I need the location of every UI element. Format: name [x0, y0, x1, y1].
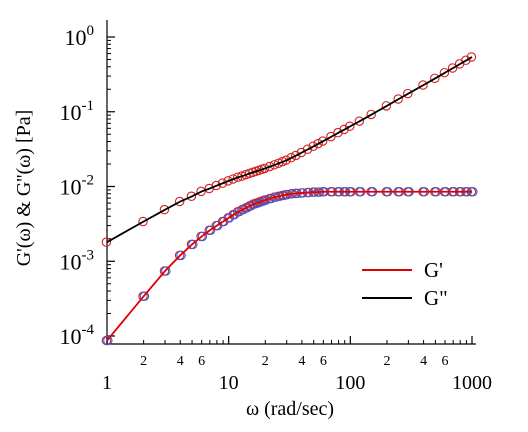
data-point: [418, 80, 428, 90]
data-point: [259, 163, 270, 174]
data-point: [339, 124, 349, 135]
legend-label-g-prime: G': [424, 258, 443, 282]
data-point: [205, 225, 216, 235]
x-minor-tick-label: 2: [383, 354, 390, 369]
y-major-tick-label: 10-1: [60, 98, 95, 125]
x-minor-tick-label: 4: [420, 354, 427, 369]
x-minor-tick-label: 4: [177, 354, 184, 369]
data-point: [228, 174, 238, 184]
data-point: [393, 94, 403, 104]
data-point: [159, 204, 170, 215]
legend: G' G": [362, 258, 448, 310]
data-point: [430, 73, 440, 84]
data-point: [302, 144, 313, 155]
y-major-tick-label: 10-3: [60, 247, 95, 274]
series-markers: [101, 187, 478, 346]
data-point: [344, 121, 355, 131]
series-line: [106, 190, 472, 342]
data-point: [174, 196, 185, 207]
x-major-tick-label: 10: [219, 372, 239, 394]
x-minor-tick-label: 6: [198, 354, 205, 369]
data-point: [439, 67, 450, 78]
series-layer: [101, 52, 478, 346]
x-minor-tick-label: 2: [140, 354, 147, 369]
x-major-tick-label: 1: [102, 372, 112, 394]
data-point: [281, 155, 291, 165]
legend-label-g-double-prime: G": [424, 286, 448, 310]
data-point: [161, 266, 171, 276]
x-minor-tick-label: 6: [320, 354, 327, 369]
y-axis-label: G'(ω) & G''(ω) [Pa]: [13, 110, 35, 267]
data-point: [308, 141, 318, 152]
x-major-tick-label: 1000: [452, 372, 492, 394]
series-g-double-prime: [101, 52, 477, 247]
data-point: [286, 152, 296, 163]
data-point: [447, 63, 458, 73]
data-point: [381, 101, 392, 111]
data-point: [313, 138, 323, 149]
data-point: [217, 178, 228, 188]
data-point: [354, 116, 365, 126]
y-major-tick-label: 10-2: [60, 173, 95, 200]
x-minor-tick-label: 2: [262, 354, 269, 369]
data-point: [317, 136, 328, 146]
y-major-tick-label: 100: [65, 23, 95, 50]
data-point: [138, 216, 148, 227]
series-g-prime: [101, 187, 478, 346]
y-major-tick-label: 10-4: [60, 322, 95, 349]
series-line: [106, 56, 473, 243]
data-point: [366, 109, 376, 120]
x-minor-tick-label: 6: [442, 354, 449, 369]
data-point: [461, 55, 471, 66]
y-axis-ticks: 10-4 10-3 10-2 10-1 100: [60, 23, 115, 349]
data-point: [264, 161, 275, 172]
data-point: [101, 237, 112, 247]
data-point: [223, 176, 233, 186]
data-point: [211, 180, 222, 191]
data-point: [269, 160, 280, 170]
data-point: [333, 127, 343, 138]
data-point: [229, 209, 240, 220]
data-point: [466, 52, 477, 62]
data-point: [196, 186, 206, 197]
data-point: [176, 250, 186, 261]
data-point: [197, 231, 208, 242]
data-point: [291, 150, 301, 161]
data-point: [326, 131, 336, 142]
series-markers: [101, 52, 477, 247]
x-minor-tick-label: 4: [298, 354, 305, 369]
data-point: [188, 239, 198, 250]
x-major-tick-label: 100: [335, 372, 365, 394]
data-point: [139, 291, 150, 302]
x-axis-label: ω (rad/sec): [246, 398, 334, 420]
data-point: [186, 191, 197, 202]
data-point: [103, 335, 113, 346]
data-point: [403, 88, 413, 99]
